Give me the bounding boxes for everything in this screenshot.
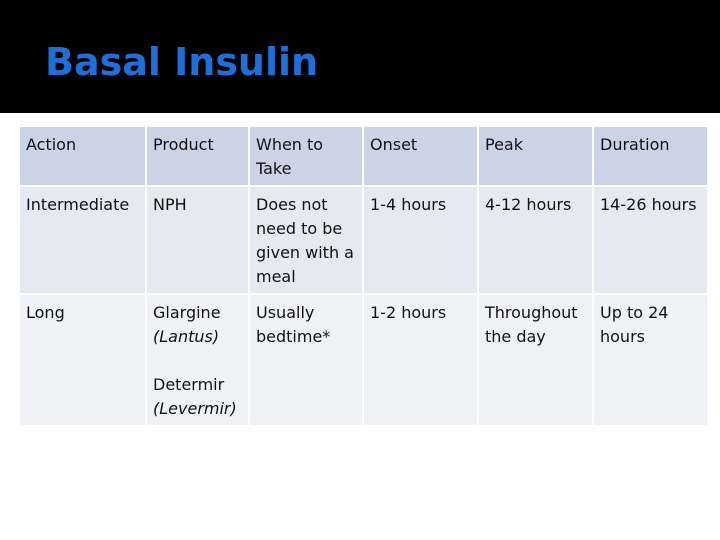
- cell-action: Long: [20, 295, 145, 425]
- cell-product: Glargine (Lantus) Determir (Levermir): [147, 295, 248, 425]
- cell-onset: 1-4 hours: [364, 187, 477, 293]
- slide-title: Basal Insulin: [45, 40, 319, 84]
- spacer: [153, 349, 242, 373]
- product-determir-brand: (Levermir): [153, 399, 237, 418]
- when-line-1: Usually: [256, 303, 315, 322]
- table-row-intermediate: Intermediate NPH Does not need to be giv…: [20, 187, 707, 293]
- header-duration: Duration: [594, 127, 707, 185]
- title-bar: Basal Insulin: [0, 0, 720, 113]
- when-line-2: bedtime*: [256, 327, 331, 346]
- cell-when-to-take: Does not need to be given with a meal: [250, 187, 362, 293]
- product-determir: Determir: [153, 375, 225, 394]
- header-action: Action: [20, 127, 145, 185]
- cell-product: NPH: [147, 187, 248, 293]
- cell-peak: 4-12 hours: [479, 187, 592, 293]
- cell-action: Intermediate: [20, 187, 145, 293]
- insulin-table: Action Product When to Take Onset Peak D…: [18, 125, 709, 427]
- product-glargine-brand: (Lantus): [153, 327, 220, 346]
- product-glargine: Glargine: [153, 303, 221, 322]
- insulin-table-container: Action Product When to Take Onset Peak D…: [18, 125, 709, 427]
- cell-when-to-take: Usually bedtime*: [250, 295, 362, 425]
- header-product: Product: [147, 127, 248, 185]
- header-peak: Peak: [479, 127, 592, 185]
- cell-duration: Up to 24 hours: [594, 295, 707, 425]
- table-row-long: Long Glargine (Lantus) Determir (Levermi…: [20, 295, 707, 425]
- cell-onset: 1-2 hours: [364, 295, 477, 425]
- cell-peak: Throughout the day: [479, 295, 592, 425]
- header-when-to-take: When to Take: [250, 127, 362, 185]
- cell-duration: 14-26 hours: [594, 187, 707, 293]
- header-onset: Onset: [364, 127, 477, 185]
- table-header-row: Action Product When to Take Onset Peak D…: [20, 127, 707, 185]
